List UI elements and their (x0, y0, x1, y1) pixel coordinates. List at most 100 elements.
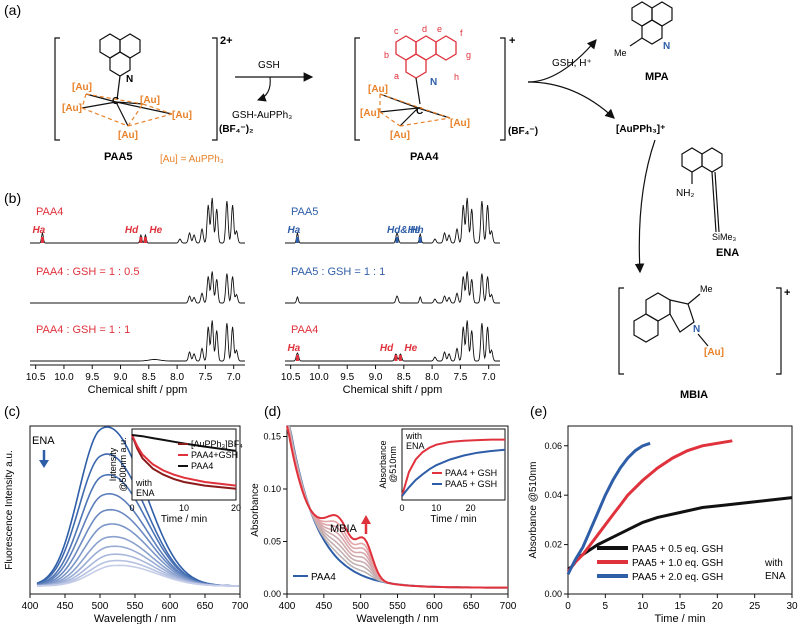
chart-e-series (566, 439, 733, 573)
nmr-left: PAA4 Ha Hd He PAA4 : GSH = 1 : 0.5 PAA4 : GSH… (26, 197, 245, 396)
arrow-split-label: GSH, H⁺ (552, 58, 592, 69)
ring-letter-b: b (384, 50, 389, 60)
chart-c-xtick-label: 600 (162, 601, 179, 612)
mpa-structure: N Me MPA (614, 1, 673, 83)
chart-e-xtick-label: 30 (786, 601, 798, 612)
nmr-left-tick-label: 10.0 (54, 372, 74, 383)
nmr-left-trace (30, 271, 245, 304)
nmr-left-peak-marker (139, 237, 143, 243)
chart-e-xtick-label: 10 (637, 601, 649, 612)
chart-e-xtick-label: 5 (603, 601, 609, 612)
chart-e-ylabel: Absorbance @510nm (528, 462, 539, 559)
ring-letter-h: h (454, 72, 459, 82)
paa5-au-1: [Au] (72, 82, 92, 93)
ring-letter-d: d (422, 24, 427, 34)
arrow-gsh-label: GSH (258, 60, 280, 71)
chart-d-legend-label: PAA4 (311, 572, 336, 583)
nmr-right-tick-label: 10.0 (309, 372, 329, 383)
nmr-right-xlabel: Chemical shift / ppm (343, 384, 443, 396)
mbia-nitrogen: N (693, 324, 700, 335)
nmr-right-trace-label: PAA4 (291, 324, 318, 336)
chart-c-inset-ylabel: @500nm a.u. (118, 437, 128, 491)
chart-d-xtick-label: 550 (389, 601, 406, 612)
ring-letter-c: c (394, 26, 399, 36)
chart-c-legend-label: PAA4+GSH (191, 450, 238, 460)
chart-c-series-t4 (36, 508, 239, 587)
paa4-counterion: (BF₄⁻) (508, 126, 538, 137)
chart-d-xtick-label: 400 (279, 601, 296, 612)
chart-d-inset-note: with (405, 431, 422, 441)
chart-d-xtick-label: 650 (463, 601, 480, 612)
paa5-structure: 2+ (BF₄⁻)₂ N C [Au] [Au] [Au] [Au] [Au] … (54, 33, 253, 165)
chart-c-annotation: ENA (32, 435, 55, 447)
chart-c-inset-ylabel: Intensity (108, 447, 118, 481)
nmr-right-peak-marker (395, 237, 399, 243)
nmr-right-tick-label: 9.0 (369, 372, 383, 383)
arrow-ena (634, 139, 656, 274)
chart-d-inset-xlabel: Time / min (430, 514, 476, 525)
nmr-left-peak-marker (143, 237, 147, 243)
nmr-right-peak-label: Hd&He (387, 225, 421, 236)
chart-d-inset-xtick-label: 0 (399, 503, 404, 513)
nmr-right-tick-label: 9.5 (340, 372, 354, 383)
chart-c-xtick-label: 450 (57, 601, 74, 612)
nmr-right-tick-label: 8.5 (397, 372, 411, 383)
chart-c-xtick-label: 550 (127, 601, 144, 612)
chart-d-inset-ylabel: Absorbance (378, 440, 388, 488)
nmr-left-trace-label: PAA4 (36, 206, 63, 218)
chart-c-series-t8 (37, 553, 239, 587)
chart-d-inset-xtick-label: 10 (431, 503, 441, 513)
paa5-counterion: (BF₄⁻)₂ (219, 124, 253, 135)
nmr-right-peak-label: Hd (380, 343, 394, 354)
chart-d-inset-xtick-label: 20 (466, 503, 476, 513)
paa5-au-5: [Au] (118, 130, 138, 141)
chart-c-xtick-label: 400 (22, 601, 39, 612)
chart-c-inset-xtick-label: 20 (231, 503, 241, 513)
mbia-charge: + (784, 287, 790, 299)
chart-e-xtick-label: 0 (565, 601, 571, 612)
paa4-au-4: [Au] (450, 118, 470, 129)
chart-d-legend-label: PAA5 + GSH (445, 479, 497, 489)
chart-c-inset-xlabel: Time / min (161, 514, 207, 525)
chart-c-ylabel: Fluorescence Intensity a.u. (4, 450, 15, 570)
chart-c-inset-xtick-label: 0 (129, 503, 134, 513)
nmr-right-peak-marker (398, 355, 402, 361)
nmr-left-trace-label: PAA4 : GSH = 1 : 0.5 (36, 266, 139, 278)
chart-c-inset-series (131, 434, 237, 490)
chart-c-inset-series (131, 434, 237, 452)
chart-e-ytick-label: 0.04 (544, 490, 562, 500)
nmr-right-tick-label: 7.0 (482, 372, 496, 383)
chart-d-inset-note: ENA (406, 441, 425, 451)
chart-e-series (566, 441, 651, 575)
chart-e-legend-note: ENA (765, 571, 786, 582)
nmr-right-trace (285, 271, 500, 304)
chart-d-xtick-label: 600 (426, 601, 443, 612)
chart-e-xlabel: Time / min (655, 613, 706, 624)
nmr-left-trace (30, 197, 245, 244)
nmr-right-peak-marker (394, 355, 398, 361)
chart-d-legend-label: PAA4 + GSH (445, 468, 497, 478)
chart-d-up-arrowhead (361, 515, 371, 524)
chart-c-inset-xtick-label: 10 (179, 503, 189, 513)
nmr-left-trace (30, 320, 245, 362)
panel-c-label: (c) (4, 403, 20, 419)
chart-d-series-final (286, 425, 508, 589)
panel-e-label: (e) (530, 403, 547, 419)
chart-c: 400 450 500 550 600 650 700 Wavelength / nm Fluo… (4, 425, 249, 624)
paa5-au-3: [Au] (140, 95, 160, 106)
mpa-methyl: Me (614, 48, 627, 58)
ring-letter-a: a (394, 71, 399, 81)
nmr-left-xlabel: Chemical shift / ppm (88, 384, 188, 396)
paa4-au-1: [Au] (368, 84, 388, 95)
paa5-charge: 2+ (220, 35, 233, 47)
nmr-left-peak-label: Ha (32, 225, 45, 236)
chart-e-legend-note: with (764, 558, 783, 569)
nmr-right-peak-label: Ha (287, 225, 300, 236)
ena-structure: NH₂ SiMe₃ ENA (676, 147, 739, 259)
chart-e-xtick-label: 20 (712, 601, 724, 612)
nmr-left-trace-label: PAA4 : GSH = 1 : 1 (36, 324, 130, 336)
chart-d-xtick-label: 700 (500, 601, 517, 612)
chart-d-xlabel: Wavelength / nm (356, 613, 438, 624)
chart-c-down-arrowhead (39, 460, 49, 468)
